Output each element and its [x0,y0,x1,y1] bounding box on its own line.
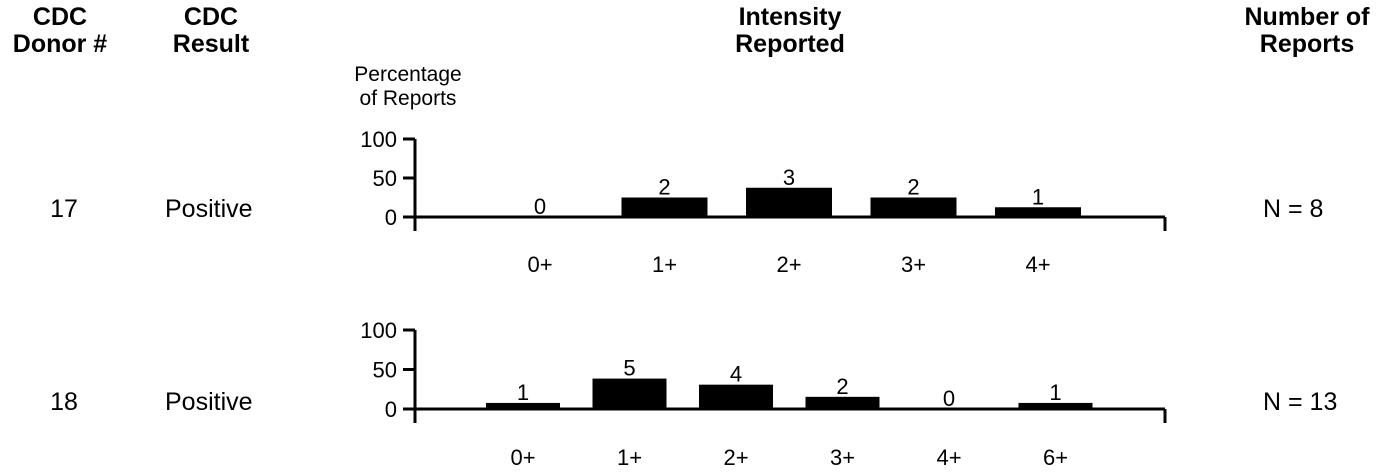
bar-count-label: 5 [623,356,635,381]
bar [805,396,880,409]
header-intensity-line2: Reported [735,30,845,58]
row-17-result: Positive [165,195,253,223]
header-result-line1: CDC [183,3,239,31]
header-intensity: Intensity Reported [700,4,880,58]
x-tick-label: 4+ [1025,252,1050,277]
y-tick-label: 100 [360,318,397,343]
bar-count-label: 1 [1032,184,1044,209]
header-reports-line1: Number of [1244,3,1370,31]
bar [746,187,832,217]
y-tick-label: 0 [385,205,397,230]
x-tick-label: 3+ [830,445,855,470]
bar-count-label: 2 [836,374,848,399]
bar-count-label: 1 [1049,380,1061,405]
x-tick-label: 0+ [510,445,535,470]
bar-count-label: 0 [943,386,955,411]
x-tick-label: 3+ [901,252,926,277]
y-axis-title-line2: of Reports [359,87,457,110]
y-tick-label: 100 [360,127,397,152]
y-tick-label: 0 [385,397,397,422]
row-18-donor: 18 [50,388,78,416]
x-tick-label: 0+ [527,252,552,277]
bar [486,402,560,409]
bar [870,197,957,217]
bar [699,384,773,409]
bar [592,378,667,409]
x-tick-label: 6+ [1043,445,1068,470]
y-tick-label: 50 [373,358,397,383]
bar-count-label: 4 [730,362,742,387]
header-donor-line2: Donor # [12,30,108,58]
row-18-result: Positive [165,388,253,416]
x-tick-label: 1+ [652,252,677,277]
y-tick-label: 50 [373,166,397,191]
bar [621,197,708,217]
y-axis-title: Percentage of Reports [318,63,498,111]
header-intensity-line1: Intensity [738,3,842,31]
header-result: CDC Result [146,4,276,58]
header-reports: Number of Reports [1222,4,1392,58]
x-tick-label: 4+ [936,445,961,470]
header-donor: CDC Donor # [0,4,120,58]
header-reports-line2: Reports [1259,30,1355,58]
bar [995,207,1081,217]
x-tick-label: 2+ [723,445,748,470]
header-donor-line1: CDC [32,3,88,31]
x-tick-label: 2+ [776,252,801,277]
row-17-n: N = 8 [1263,195,1324,223]
bar-count-label: 3 [783,165,795,190]
bar-count-label: 2 [658,175,670,200]
bar-count-label: 2 [907,175,919,200]
y-axis-title-line1: Percentage [354,63,462,86]
row-18-n: N = 13 [1263,388,1338,416]
x-tick-label: 1+ [617,445,642,470]
bar [1018,402,1093,409]
bar-count-label: 1 [517,380,529,405]
bar-count-label: 0 [534,194,546,219]
row-17-donor: 17 [50,195,78,223]
header-result-line2: Result [172,30,250,58]
